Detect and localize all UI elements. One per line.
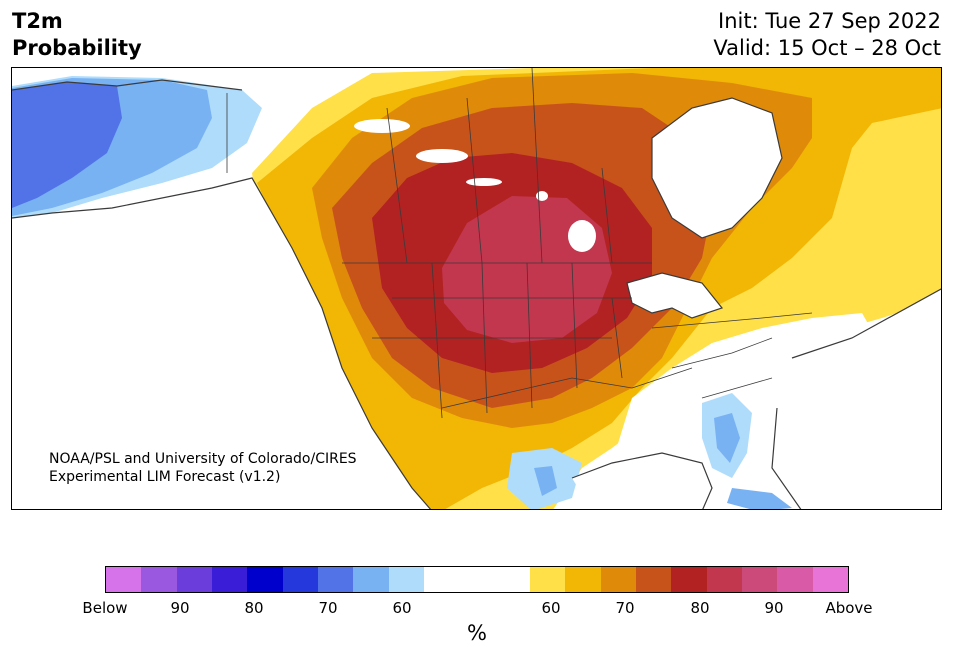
colorbar-cell	[353, 567, 389, 592]
colorbar-tick-label: 60	[541, 599, 561, 617]
colorbar-cell	[141, 567, 177, 592]
colorbar-cell	[529, 567, 566, 592]
gulf-of-mexico	[572, 453, 712, 509]
forecast-dates: Init: Tue 27 Sep 2022 Valid: 15 Oct – 28…	[713, 8, 941, 62]
colorbar-cell	[317, 567, 354, 592]
colorbar-cell	[777, 567, 813, 592]
hudson-bay	[652, 98, 782, 238]
title-line2: Probability	[12, 36, 142, 60]
colorbar	[105, 566, 849, 593]
map-panel	[11, 67, 942, 510]
colorbar-cell	[176, 567, 212, 592]
colorbar-cell	[671, 567, 707, 592]
colorbar-cell	[706, 567, 742, 592]
contour-mexico-light	[534, 466, 557, 496]
probability-map	[12, 68, 941, 509]
data-credit: NOAA/PSL and University of Colorado/CIRE…	[49, 450, 357, 486]
political-borders	[226, 68, 813, 419]
credit-line2: Experimental LIM Forecast (v1.2)	[49, 469, 281, 485]
colorbar-tick-label: 80	[244, 599, 264, 617]
init-date: Init: Tue 27 Sep 2022	[718, 9, 941, 33]
colorbar-cell	[247, 567, 283, 592]
coastlines	[12, 79, 941, 509]
colorbar-cell	[812, 567, 848, 592]
colorbar-tick-label: Below	[82, 599, 128, 617]
credit-line1: NOAA/PSL and University of Colorado/CIRE…	[49, 451, 357, 467]
pacific-ocean	[12, 178, 431, 509]
colorbar-tick-label: 70	[318, 599, 338, 617]
lake-winnipeg	[568, 220, 596, 252]
contour-florida-light	[714, 413, 740, 463]
contour-alaska-blue	[12, 82, 122, 208]
great-slave-lake	[416, 149, 468, 163]
atlantic-ocean	[772, 289, 941, 509]
contour-cuba-light	[727, 488, 792, 509]
great-lakes	[627, 273, 722, 318]
colorbar-cell	[106, 567, 142, 592]
valid-range: Valid: 15 Oct – 28 Oct	[713, 36, 941, 60]
lake-athabasca	[466, 178, 502, 186]
great-bear-lake	[354, 119, 410, 133]
colorbar-cell	[600, 567, 636, 592]
colorbar-tick-label: 70	[615, 599, 635, 617]
colorbar-cell	[282, 567, 318, 592]
colorbar-tick-label: 90	[764, 599, 784, 617]
colorbar-cell	[565, 567, 601, 592]
colorbar-tick-label: 60	[392, 599, 412, 617]
colorbar-cell	[741, 567, 778, 592]
title-line1: T2m	[12, 9, 63, 33]
colorbar-tick-label: 80	[690, 599, 710, 617]
colorbar-tick-label: Above	[825, 599, 873, 617]
colorbar-cell	[423, 567, 530, 592]
colorbar-cell	[635, 567, 672, 592]
map-title: T2m Probability	[12, 8, 142, 62]
colorbar-cell	[388, 567, 424, 592]
colorbar-unit: %	[467, 621, 487, 645]
colorbar-tick-label: 90	[170, 599, 190, 617]
colorbar-cell	[211, 567, 248, 592]
small-lake	[536, 191, 548, 201]
